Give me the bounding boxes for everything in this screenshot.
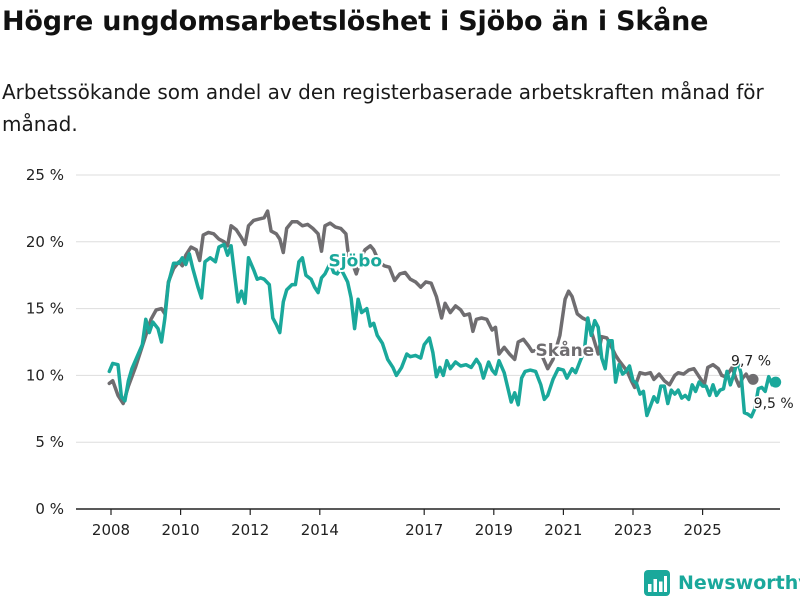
x-tick-label: 2010	[162, 521, 200, 539]
x-tick-label: 2023	[614, 521, 652, 539]
chart-title: Högre ungdomsarbetslöshet i Sjöbo än i S…	[2, 6, 709, 37]
y-tick-label: 10 %	[26, 366, 64, 384]
x-tick-label: 2008	[92, 521, 130, 539]
x-tick-label: 2021	[544, 521, 582, 539]
end-value-label-skane: 9,7 %	[731, 353, 771, 369]
series-lines	[107, 209, 782, 419]
series-line-skane	[107, 209, 755, 406]
y-axis-ticks: 0 % 5 % 10 % 15 % 20 % 25 %	[26, 166, 64, 518]
y-tick-label: 25 %	[26, 166, 64, 184]
x-tick-label: 2014	[301, 521, 339, 539]
x-tick-label: 2025	[684, 521, 722, 539]
y-tick-label: 15 %	[26, 300, 64, 318]
y-gridlines	[76, 174, 780, 443]
x-tick-label: 2019	[475, 521, 513, 539]
newsworthy-brand: Newsworthy	[644, 568, 800, 598]
y-tick-label: 20 %	[26, 233, 64, 251]
series-label-skane: Skåne	[536, 339, 595, 361]
x-tick-label: 2012	[231, 521, 269, 539]
brand-name: Newsworthy	[678, 572, 800, 594]
end-point-marker	[747, 373, 759, 385]
y-tick-label: 5 %	[35, 433, 64, 451]
newsworthy-logo-icon	[644, 570, 670, 596]
y-tick-label: 0 %	[35, 500, 64, 518]
series-labels: Sjöbo Skåne 9,7 % 9,5 %	[327, 250, 796, 414]
x-tick-label: 2017	[405, 521, 443, 539]
series-label-sjobo: Sjöbo	[329, 252, 383, 272]
chart-subtitle: Arbetssökande som andel av den registerb…	[2, 80, 764, 136]
series-line-sjobo	[107, 242, 778, 419]
end-point-marker	[770, 376, 782, 388]
x-axis: 2008 2010 2012 2014 2017 2019 2021 2023 2025	[76, 508, 780, 539]
end-value-label-sjobo: 9,5 %	[754, 396, 794, 412]
